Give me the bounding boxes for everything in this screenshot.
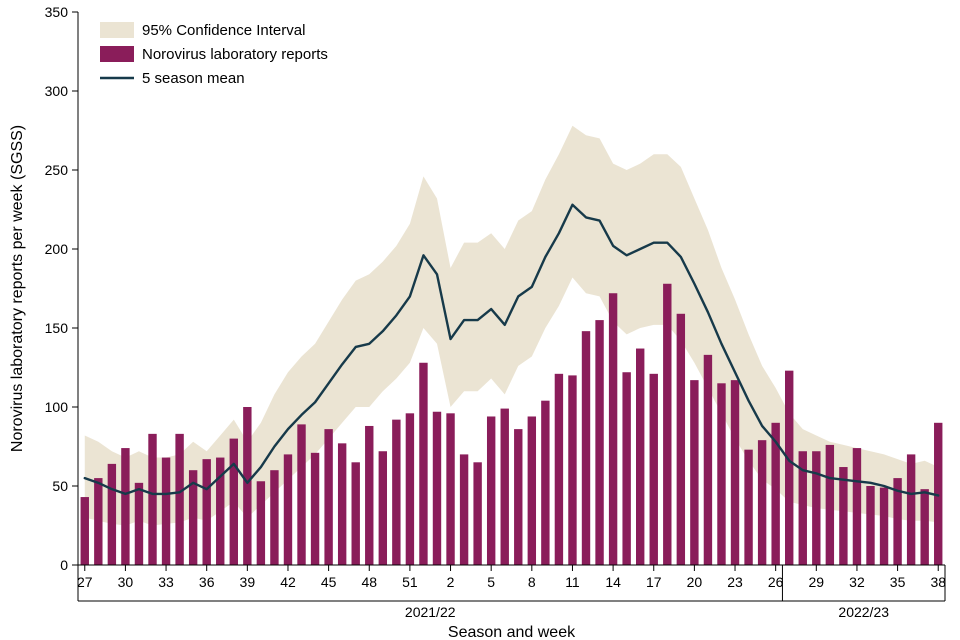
bar (622, 372, 630, 565)
bar (582, 331, 590, 565)
y-tick-label: 350 (45, 4, 69, 20)
bar (121, 448, 129, 565)
bar (81, 497, 89, 565)
bar (541, 401, 549, 565)
x-tick-label: 33 (158, 574, 174, 590)
bar (433, 412, 441, 565)
bar (135, 483, 143, 565)
bar (663, 284, 671, 565)
bar (257, 481, 265, 565)
bar (270, 470, 278, 565)
x-tick-label: 14 (605, 574, 621, 590)
bar (744, 450, 752, 565)
bar (501, 409, 509, 565)
x-tick-label: 32 (849, 574, 865, 590)
x-tick-label: 42 (280, 574, 296, 590)
y-tick-label: 150 (45, 320, 69, 336)
x-tick-label: 26 (768, 574, 784, 590)
x-tick-label: 30 (118, 574, 134, 590)
bar (419, 363, 427, 565)
bar (690, 380, 698, 565)
bar (636, 349, 644, 565)
bar (446, 413, 454, 565)
bar (487, 416, 495, 565)
bar (338, 443, 346, 565)
bar (812, 451, 820, 565)
x-tick-label: 11 (565, 574, 580, 590)
bar (650, 374, 658, 565)
y-tick-label: 250 (45, 162, 69, 178)
x-axis-label: Season and week (448, 624, 576, 640)
bar (94, 478, 102, 565)
bar (677, 314, 685, 565)
bar (392, 420, 400, 565)
bar (595, 320, 603, 565)
norovirus-chart: 0 50 100 150 200 250 300 350 Norovirus laborator… (0, 0, 960, 640)
legend-label: 95% Confidence Interval (142, 22, 305, 39)
bar (826, 445, 834, 565)
bar (839, 467, 847, 565)
bar (297, 424, 305, 565)
season-label-left: 2021/22 (405, 604, 456, 620)
x-tick-label: 17 (646, 574, 662, 590)
bar (907, 454, 915, 565)
legend-label: Norovirus laboratory reports (142, 46, 328, 63)
x-tick-label: 8 (528, 574, 536, 590)
bar (460, 454, 468, 565)
legend-swatch-bar (100, 46, 134, 62)
bar (406, 413, 414, 565)
x-tick-label: 51 (402, 574, 418, 590)
bar (365, 426, 373, 565)
bar (785, 371, 793, 565)
x-tick-label: 20 (687, 574, 703, 590)
y-tick-label: 100 (45, 399, 69, 415)
bar (555, 374, 563, 565)
y-tick-label: 300 (45, 83, 69, 99)
bar (568, 375, 576, 565)
y-tick-label: 0 (60, 557, 68, 573)
bar (230, 439, 238, 565)
x-tick-label: 23 (727, 574, 743, 590)
x-tick-label: 27 (77, 574, 93, 590)
bar (704, 355, 712, 565)
bar (758, 440, 766, 565)
x-tick-label: 36 (199, 574, 215, 590)
x-tick-label: 39 (240, 574, 256, 590)
legend-swatch-area (100, 22, 134, 38)
bar (379, 451, 387, 565)
x-tick-label: 45 (321, 574, 337, 590)
x-tick-label: 5 (487, 574, 495, 590)
season-label-right: 2022/23 (838, 604, 889, 620)
bar (203, 459, 211, 565)
bar (514, 429, 522, 565)
bar (717, 383, 725, 565)
x-tick-label: 2 (447, 574, 455, 590)
chart-svg: 0 50 100 150 200 250 300 350 Norovirus laborator… (0, 0, 960, 640)
y-tick-label: 50 (52, 478, 68, 494)
bar (473, 462, 481, 565)
bar (311, 453, 319, 565)
bar (866, 486, 874, 565)
bar (108, 464, 116, 565)
y-axis-label: Norovirus laboratory reports per week (S… (9, 125, 26, 452)
bar (324, 429, 332, 565)
bar (284, 454, 292, 565)
bar (528, 416, 536, 565)
x-tick-label: 29 (809, 574, 825, 590)
bar (731, 380, 739, 565)
bar (148, 434, 156, 565)
y-tick-label: 200 (45, 241, 69, 257)
bar (853, 448, 861, 565)
x-tick-label: 35 (890, 574, 906, 590)
bar (162, 458, 170, 565)
bar (880, 488, 888, 565)
bar (920, 489, 928, 565)
x-tick-label: 38 (930, 574, 946, 590)
bar (175, 434, 183, 565)
x-tick-label: 48 (361, 574, 377, 590)
bar (609, 293, 617, 565)
bar (352, 462, 360, 565)
legend-label: 5 season mean (142, 70, 245, 87)
bar (243, 407, 251, 565)
